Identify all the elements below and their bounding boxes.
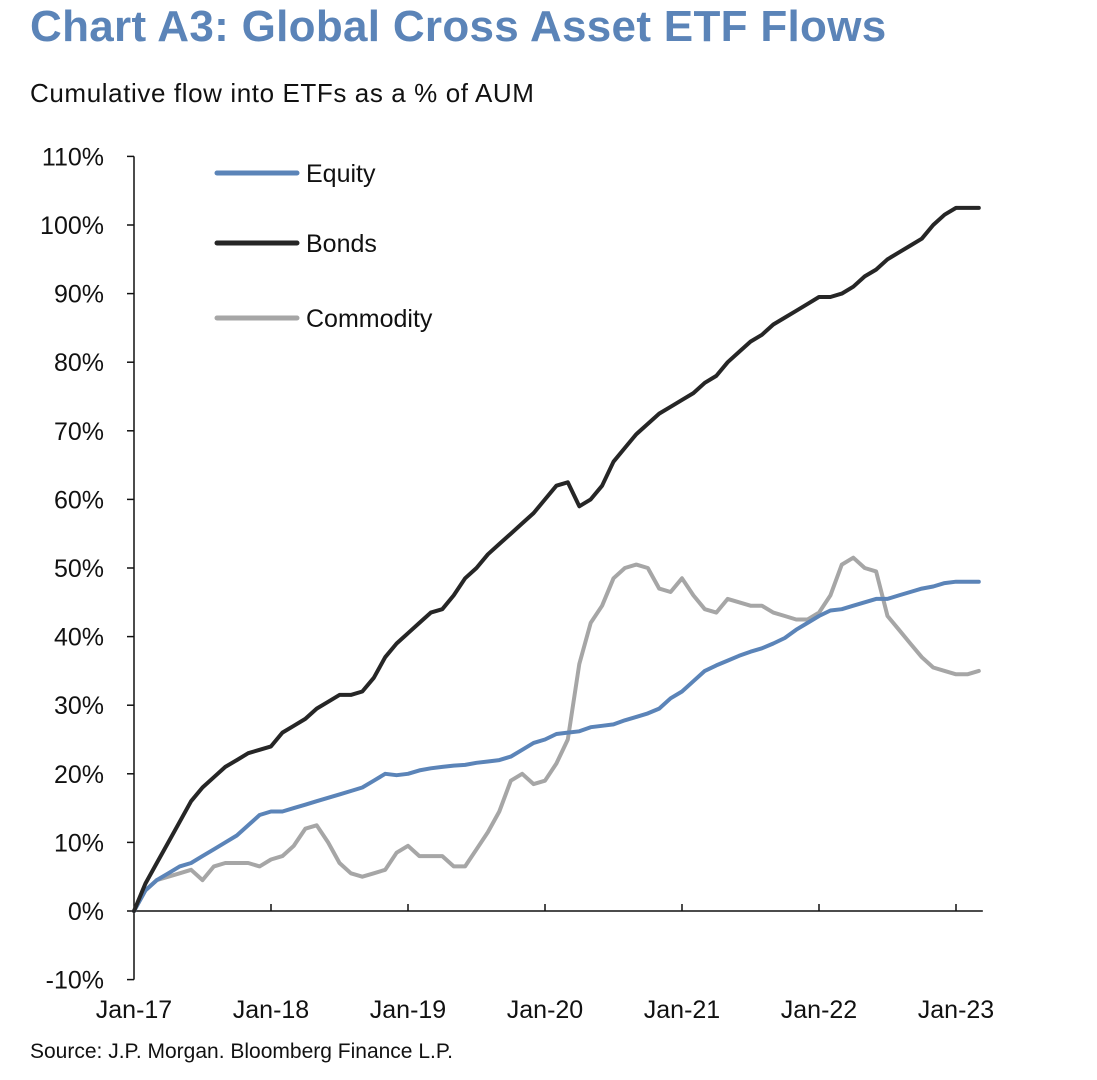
x-tick-label: Jan-20 xyxy=(507,996,583,1024)
y-tick-label: 60% xyxy=(54,486,104,514)
y-tick-label: 20% xyxy=(54,761,104,789)
y-tick-label: 10% xyxy=(54,829,104,857)
y-tick-label: 40% xyxy=(54,624,104,652)
x-tick-label: Jan-18 xyxy=(233,996,309,1024)
y-tick-label: 90% xyxy=(54,281,104,309)
series-line-bonds xyxy=(132,205,981,913)
y-tick-label: 50% xyxy=(54,555,104,583)
x-tick-label: Jan-21 xyxy=(644,996,720,1024)
source-note: Source: J.P. Morgan. Bloomberg Finance L… xyxy=(30,1040,453,1063)
series-line-equity xyxy=(132,579,981,913)
legend-label-commodity: Commodity xyxy=(306,305,433,333)
chart-subtitle: Cumulative flow into ETFs as a % of AUM xyxy=(30,78,535,108)
series-line-commodity xyxy=(132,555,981,913)
legend-label-bonds: Bonds xyxy=(306,230,377,258)
x-tick-label: Jan-23 xyxy=(918,996,994,1024)
y-tick-label: 100% xyxy=(40,212,104,240)
y-tick-label: -10% xyxy=(46,967,104,995)
legend-label-equity: Equity xyxy=(306,160,376,188)
chart-legend: Equity Bonds Commodity xyxy=(214,160,433,333)
chart-title: Chart A3: Global Cross Asset ETF Flows xyxy=(30,2,887,51)
y-tick-label: 0% xyxy=(68,898,104,926)
x-tick-label: Jan-19 xyxy=(370,996,446,1024)
x-tick-label: Jan-22 xyxy=(781,996,857,1024)
x-tick-label: Jan-17 xyxy=(96,996,172,1024)
chart-axes: -10% 0% 10% 20% 30% 40% 50% 60% 70% 80% 90% 100% 110… xyxy=(40,143,994,1024)
y-tick-label: 80% xyxy=(54,349,104,377)
y-tick-label: 30% xyxy=(54,692,104,720)
y-tick-label: 110% xyxy=(42,143,104,171)
series-lines xyxy=(132,205,981,913)
y-tick-label: 70% xyxy=(54,418,104,446)
